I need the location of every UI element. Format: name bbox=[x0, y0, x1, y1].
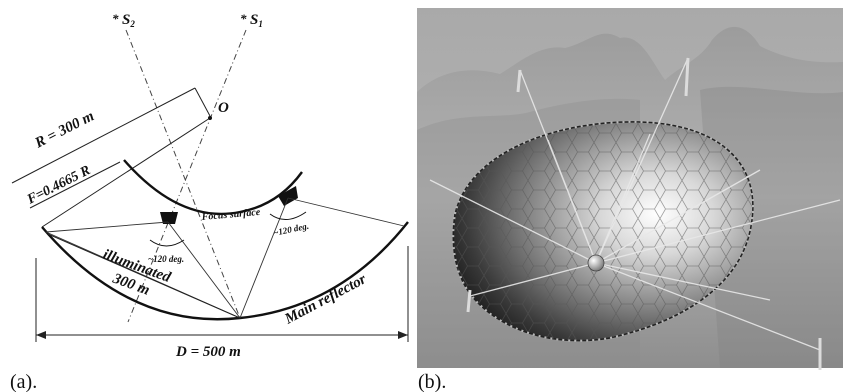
radius-dimension bbox=[11, 87, 196, 184]
main-reflector-arc bbox=[41, 221, 409, 321]
feed-cabin bbox=[587, 254, 605, 272]
label-s1: S1 bbox=[250, 12, 263, 29]
label-focal: F=0.4665 R bbox=[24, 163, 93, 208]
focus-surface-arc bbox=[123, 159, 303, 216]
feed-cabin-right bbox=[278, 186, 298, 206]
star-s2: * bbox=[112, 11, 119, 26]
focal-dimension bbox=[29, 161, 121, 209]
source-rays bbox=[125, 29, 247, 323]
label-s2: S2 bbox=[122, 12, 135, 29]
radius-line bbox=[41, 117, 211, 228]
angle-arc-left bbox=[149, 239, 185, 247]
star-s1: * bbox=[240, 11, 247, 26]
panel-b-render: (b). bbox=[417, 8, 843, 392]
label-origin: O bbox=[218, 100, 229, 116]
label-angle-left: ~120 deg. bbox=[148, 254, 184, 264]
ray-s1 bbox=[127, 29, 247, 323]
cables bbox=[429, 57, 841, 351]
label-focus-surface: Focus surface bbox=[200, 207, 261, 223]
caption-a: (a). bbox=[10, 371, 37, 392]
aperture-line bbox=[47, 233, 241, 319]
towers bbox=[466, 57, 822, 370]
label-diameter: D = 500 m bbox=[175, 344, 241, 360]
panel-a-diagram: * S2 * S1 O R = 300 m F=0.4665 R Focus s… bbox=[10, 11, 409, 392]
feed-cabin-left bbox=[160, 212, 178, 224]
caption-b: (b). bbox=[418, 371, 446, 392]
label-radius: R = 300 m bbox=[32, 108, 97, 152]
angle-arc-right bbox=[269, 211, 307, 220]
label-main-reflector: Main reflector bbox=[281, 271, 369, 328]
illumination-right bbox=[239, 197, 405, 319]
origin-point bbox=[208, 116, 212, 120]
